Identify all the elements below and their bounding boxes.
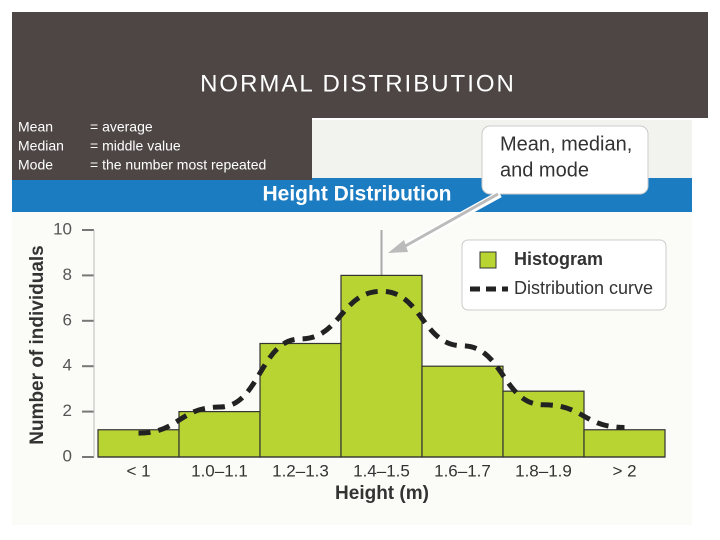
x-tick-label: 1.0–1.1 xyxy=(191,461,248,480)
callout-box xyxy=(481,125,649,195)
y-tick-label: 6 xyxy=(63,310,72,329)
definition-text: = average xyxy=(90,119,153,135)
x-tick-label: < 1 xyxy=(126,461,150,480)
definitions-box xyxy=(12,118,312,180)
y-tick-label: 4 xyxy=(63,356,72,375)
bar xyxy=(583,429,666,458)
bar xyxy=(259,342,342,458)
callout-line: Mean, median, xyxy=(500,133,632,155)
callout-line: and mode xyxy=(500,159,589,181)
y-tick-label: 8 xyxy=(63,265,72,284)
definition-term: Median xyxy=(18,138,64,154)
y-tick-label: 2 xyxy=(63,401,72,420)
definition-text: = the number most repeated xyxy=(90,157,266,173)
chart-title: Height Distribution xyxy=(263,183,452,206)
callout-arrow xyxy=(399,192,499,251)
title-band xyxy=(12,12,708,118)
slide-title: NORMAL DISTRIBUTION xyxy=(200,70,516,97)
x-tick-label: 1.8–1.9 xyxy=(515,461,572,480)
legend-label: Distribution curve xyxy=(514,278,653,298)
bar xyxy=(502,390,585,458)
x-tick-label: 1.2–1.3 xyxy=(272,461,329,480)
bar xyxy=(178,411,261,458)
y-tick-label: 0 xyxy=(63,446,72,465)
legend xyxy=(461,239,667,311)
legend-label: Histogram xyxy=(514,249,603,269)
legend-swatch xyxy=(479,251,497,269)
x-tick-label: > 2 xyxy=(612,461,636,480)
definition-term: Mode xyxy=(18,157,53,173)
y-axis-label: Number of individuals xyxy=(27,245,48,445)
x-tick-label: 1.6–1.7 xyxy=(434,461,491,480)
definition-text: = middle value xyxy=(90,138,181,154)
bar xyxy=(421,365,504,458)
x-axis-label: Height (m) xyxy=(335,483,429,504)
definition-term: Mean xyxy=(18,119,53,135)
callout-arrowhead xyxy=(388,240,408,253)
x-tick-label: 1.4–1.5 xyxy=(353,461,410,480)
y-tick-label: 10 xyxy=(53,219,72,238)
distribution-curve xyxy=(138,288,625,436)
